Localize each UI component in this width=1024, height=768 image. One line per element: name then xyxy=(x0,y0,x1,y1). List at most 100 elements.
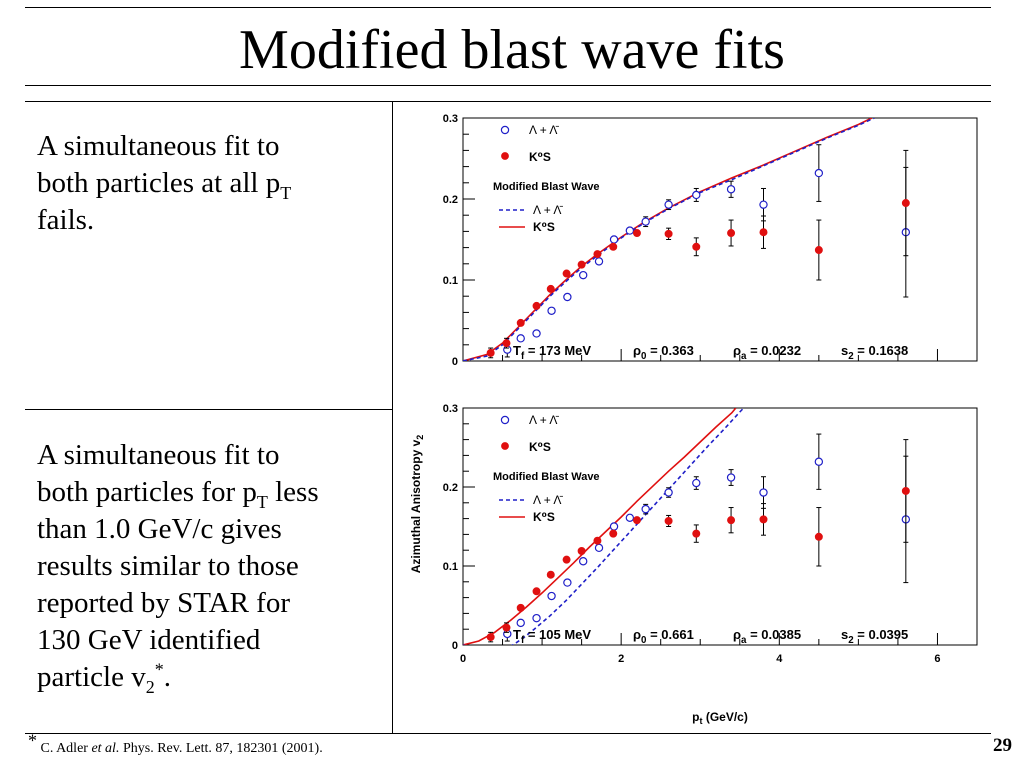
lambda-data-point xyxy=(664,200,673,209)
lambda-data-point xyxy=(516,334,525,343)
legend-k0s-marker xyxy=(501,442,509,450)
lambda-fit-curve xyxy=(463,408,745,645)
footnote-mark: * xyxy=(28,730,37,751)
lambda-data-point xyxy=(532,613,541,623)
y-tick-label: 0.1 xyxy=(443,275,458,287)
k0s-data-point xyxy=(609,242,618,251)
k0s-data-point xyxy=(727,229,736,238)
footnote: * C. Adler et al. Phys. Rev. Lett. 87, 1… xyxy=(28,731,323,759)
lambda-data-point xyxy=(563,292,572,302)
legend-k0s-curve-label: K⁰S xyxy=(533,510,555,524)
para2-line7-sub: 2 xyxy=(145,676,155,697)
legend-k0s-curve-label: K⁰S xyxy=(533,220,555,234)
k0s-data-point xyxy=(516,318,525,327)
para2-line7-text: particle v xyxy=(37,661,146,693)
lambda-data-point xyxy=(532,329,541,338)
panel-2: 0 0.1 0.2 0.3 0 2 4 6 Λ + Λ̄ K⁰S Modified Blast Wa… xyxy=(443,403,978,665)
para2-line2: both particles for pT less xyxy=(37,474,382,511)
k0s-data-point xyxy=(759,515,768,524)
param-s2: s2 = 0.0395 xyxy=(841,627,908,646)
k0s-data-point xyxy=(562,269,571,278)
para2-line4: results similar to those xyxy=(37,550,299,582)
k0s-data-point xyxy=(577,546,586,555)
param-tf: Tf = 105 MeV xyxy=(513,627,591,646)
k0s-data-point xyxy=(814,246,823,255)
k0s-data-point xyxy=(532,301,541,310)
lambda-data-point xyxy=(814,457,824,466)
param-rhoa: ρa = 0.0232 xyxy=(733,343,801,362)
y-tick-label: 0.2 xyxy=(443,194,458,206)
k0s-data-point xyxy=(593,536,602,545)
footnote-author: C. Adler xyxy=(37,741,92,756)
k0s-data-point xyxy=(759,228,768,237)
k0s-fit-curve xyxy=(463,408,737,645)
k0s-data-point xyxy=(502,623,511,632)
legend-model-title: Modified Blast Wave xyxy=(493,181,600,193)
plot-frame xyxy=(462,117,978,362)
para1-line1: A simultaneous fit to xyxy=(37,130,280,162)
para2-line7-tail: . xyxy=(163,661,171,693)
para2-line1: A simultaneous fit to xyxy=(37,439,280,471)
para2-line7-sup: * xyxy=(154,659,164,680)
k0s-data-point xyxy=(814,532,823,541)
para2-line2-tail: less xyxy=(267,476,319,508)
lambda-data-point xyxy=(759,488,768,497)
text-divider xyxy=(25,409,392,410)
k0s-data-point xyxy=(692,529,701,538)
x-tick-label: 0 xyxy=(460,653,466,665)
para2-line3: than 1.0 GeV/c gives xyxy=(37,513,282,545)
k0s-data-point xyxy=(727,516,736,525)
page-number: 29 xyxy=(993,735,1012,756)
k0s-data-point xyxy=(546,570,555,579)
lambda-data-point xyxy=(759,200,768,209)
lambda-data-point xyxy=(547,306,556,315)
lambda-data-point xyxy=(609,235,619,244)
para2-line2-sub: T xyxy=(256,491,268,512)
k0s-data-point xyxy=(532,587,541,596)
para2-line2-text: both particles for p xyxy=(37,476,257,508)
y-tick-label: 0 xyxy=(452,640,458,652)
para2-line5: reported by STAR for xyxy=(37,587,290,619)
para1-line3: fails. xyxy=(37,204,95,236)
k0s-data-point xyxy=(901,199,910,208)
param-rho0: ρ0 = 0.363 xyxy=(633,343,694,362)
lambda-data-point xyxy=(609,522,619,531)
para1-line2-sub: T xyxy=(280,182,292,203)
legend-k0s-label: K⁰S xyxy=(529,150,551,164)
legend-lambda-label: Λ + Λ̄ xyxy=(529,413,559,427)
legend-lambda-marker xyxy=(500,415,510,425)
legend-lambda-label: Λ + Λ̄ xyxy=(529,123,559,137)
lambda-data-point xyxy=(578,270,588,280)
k0s-data-point xyxy=(609,529,618,538)
paragraph-low-pt: A simultaneous fit to both particles for… xyxy=(37,437,382,696)
para2-line7: particle v2*. xyxy=(37,659,382,696)
v2-chart: 0 0.1 0.2 0.3 Λ + Λ̄ K⁰S Modified Blast Wave Λ … xyxy=(409,113,978,726)
lambda-data-point xyxy=(503,345,512,354)
lambda-data-point xyxy=(641,217,650,226)
k0s-data-point xyxy=(664,516,673,525)
x-tick-label: 4 xyxy=(776,653,783,665)
title-rule-top xyxy=(25,7,991,8)
panel-1: 0 0.1 0.2 0.3 Λ + Λ̄ K⁰S Modified Blast Wave Λ … xyxy=(443,113,978,368)
k0s-data-point xyxy=(593,250,602,259)
y-tick-label: 0.3 xyxy=(443,403,458,415)
content-rule-bottom xyxy=(25,733,991,734)
legend-model-title: Modified Blast Wave xyxy=(493,471,600,483)
lambda-data-point xyxy=(641,504,650,514)
lambda-data-point xyxy=(664,488,673,497)
k0s-data-point xyxy=(901,486,910,495)
param-tf: Tf = 173 MeV xyxy=(513,343,591,362)
k0s-data-point xyxy=(692,242,701,251)
paragraph-all-pt: A simultaneous fit to both particles at … xyxy=(37,128,382,239)
y-tick-label: 0.2 xyxy=(443,482,458,494)
lambda-data-point xyxy=(814,168,824,178)
content-rule-top xyxy=(25,101,991,102)
param-rhoa: ρa = 0.0385 xyxy=(733,627,801,646)
y-tick-label: 0 xyxy=(452,356,458,368)
x-tick-label: 2 xyxy=(618,653,624,665)
para1-line2-text: both particles at all p xyxy=(37,167,281,199)
k0s-data-point xyxy=(516,603,525,612)
lambda-data-point xyxy=(594,543,604,553)
para2-line6: 130 GeV identified xyxy=(37,624,261,656)
footnote-etal: et al. xyxy=(91,741,120,756)
